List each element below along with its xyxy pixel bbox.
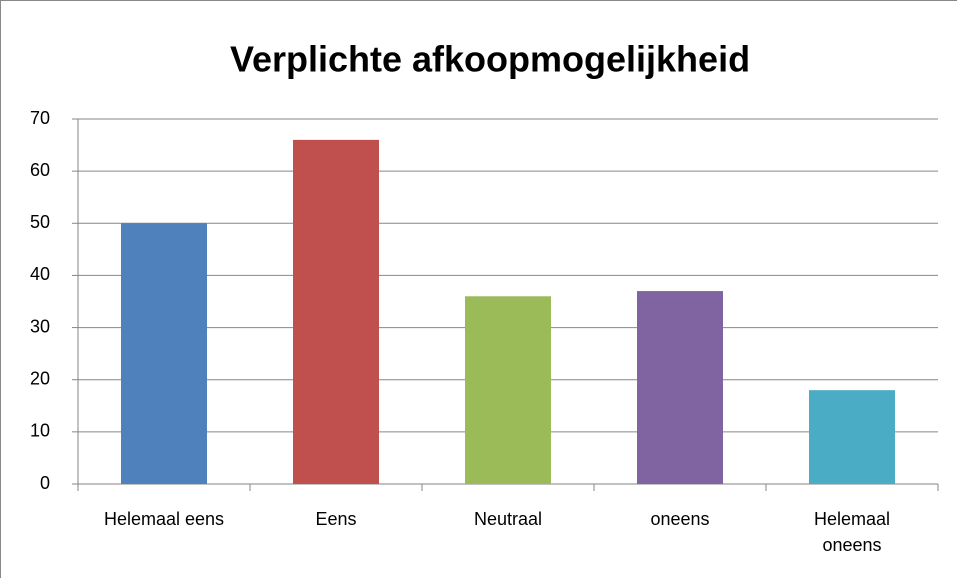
y-tick-label: 0	[40, 473, 50, 493]
x-tick-label: oneens	[650, 509, 710, 529]
y-tick-label: 40	[30, 264, 50, 284]
x-tick-label: Neutraal	[473, 509, 543, 529]
y-tick-label: 50	[30, 212, 50, 232]
bar	[637, 291, 723, 484]
y-tick-label: 10	[30, 421, 50, 441]
y-tick-label: 60	[30, 160, 50, 180]
y-tick-label: 70	[30, 108, 50, 128]
bar	[293, 139, 379, 484]
y-tick-label: 20	[30, 368, 50, 388]
bar	[465, 296, 551, 484]
bar	[809, 390, 895, 484]
bar	[121, 223, 207, 485]
x-tick-label: Eens	[315, 509, 357, 529]
x-tick-label: Helemaal oneens	[813, 509, 891, 555]
x-tick-label: Helemaal eens	[103, 509, 225, 529]
y-tick-label: 30	[30, 316, 50, 336]
chart-title: Verplichte afkoopmogelijkheid	[230, 39, 750, 80]
